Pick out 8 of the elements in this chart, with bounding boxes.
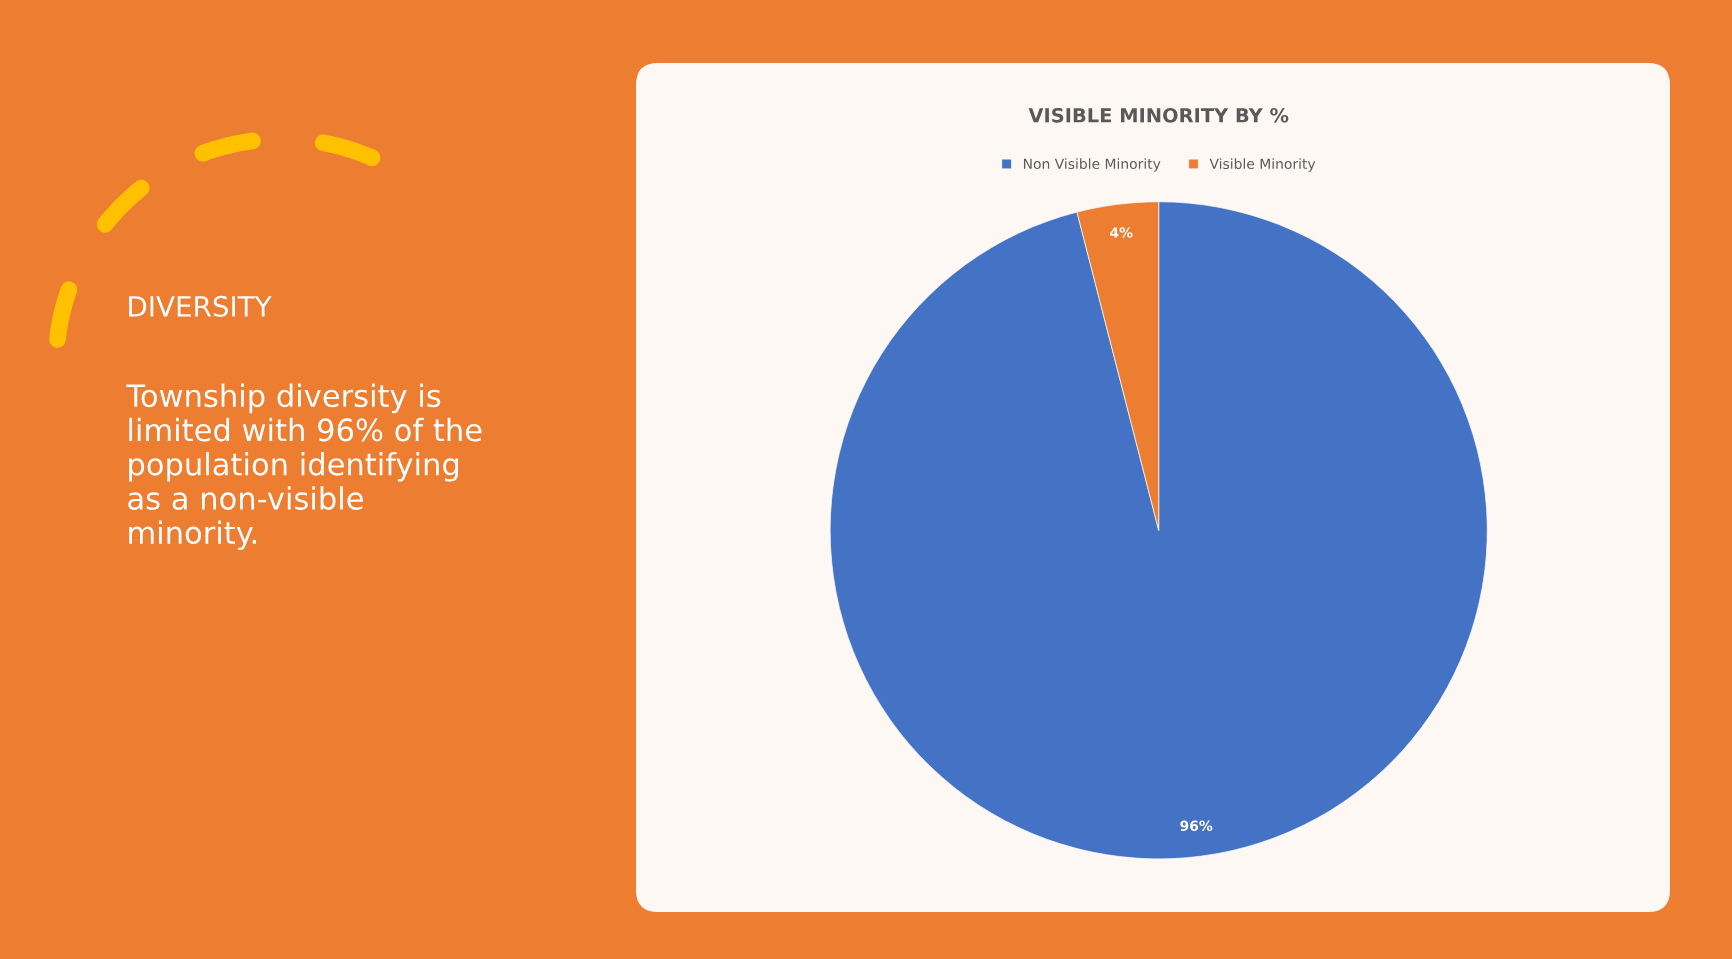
chart-title: VISIBLE MINORITY BY % [1028,107,1289,123]
text: Township diversity is limited with 96% of the population identifying as a non-visible minority. [126,383,482,551]
legend-label: Visible Minority [1209,158,1316,172]
pie-slice [829,201,1488,860]
legend-label: Non Visible Minority [1023,158,1161,172]
text: DIVERSITY [129,295,272,317]
data-label: 4% [1110,227,1133,238]
data-label: 96% [1180,820,1213,831]
